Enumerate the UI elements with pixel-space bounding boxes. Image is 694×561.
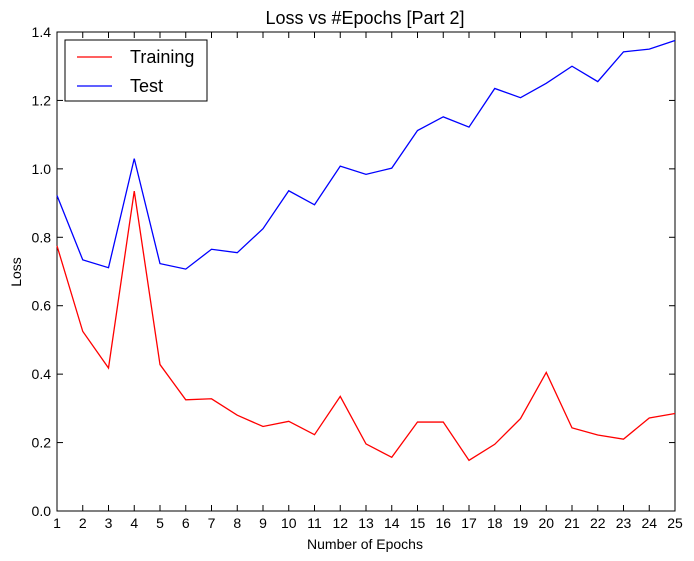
y-tick-label: 1.2: [32, 92, 52, 108]
y-tick-label: 1.4: [32, 24, 52, 40]
x-tick-label: 23: [616, 515, 632, 531]
x-tick-label: 11: [307, 515, 322, 531]
x-tick-label: 18: [487, 515, 503, 531]
x-tick-label: 22: [590, 515, 606, 531]
x-tick-label: 10: [281, 515, 297, 531]
x-tick-label: 13: [358, 515, 374, 531]
x-tick-label: 6: [182, 515, 190, 531]
x-tick-label: 24: [641, 515, 657, 531]
y-tick-label: 0.0: [32, 503, 52, 519]
legend-box: [64, 39, 208, 102]
x-tick-label: 17: [461, 515, 477, 531]
y-axis-label: Loss: [8, 257, 24, 287]
x-tick-label: 14: [384, 515, 400, 531]
x-tick-label: 20: [538, 515, 554, 531]
y-tick-label: 0.6: [32, 298, 52, 314]
x-tick-label: 21: [564, 515, 580, 531]
x-axis-label: Number of Epochs: [307, 536, 423, 552]
chart-title: Loss vs #Epochs [Part 2]: [265, 8, 464, 28]
x-tick-label: 25: [667, 515, 683, 531]
x-tick-label: 9: [259, 515, 267, 531]
series-line-training: [56, 191, 676, 462]
x-tick-label: 1: [53, 515, 61, 531]
x-tick-label: 15: [410, 515, 426, 531]
legend-label-test: Test: [130, 76, 163, 96]
x-tick-label: 4: [130, 515, 138, 531]
x-tick-label: 16: [435, 515, 451, 531]
x-tick-label: 12: [332, 515, 348, 531]
x-tick-label: 3: [105, 515, 113, 531]
y-tick-label: 0.4: [32, 366, 52, 382]
plot-frame: [56, 31, 676, 512]
x-tick-label: 19: [513, 515, 529, 531]
y-tick-label: 0.8: [32, 229, 52, 245]
y-tick-label: 0.2: [32, 435, 52, 451]
x-tick-label: 8: [233, 515, 241, 531]
y-tick-label: 1.0: [32, 161, 52, 177]
x-tick-label: 5: [156, 515, 164, 531]
plot-area: 1 2 3 4 5 6 7 8 9 10 11 12 13 14 15 16 17 18 19 20 21 22 23 24 2…: [32, 24, 683, 531]
legend-label-training: Training: [130, 47, 194, 67]
x-tick-label: 2: [79, 515, 87, 531]
legend: Training Test: [64, 39, 208, 102]
x-tick-label: 7: [208, 515, 216, 531]
